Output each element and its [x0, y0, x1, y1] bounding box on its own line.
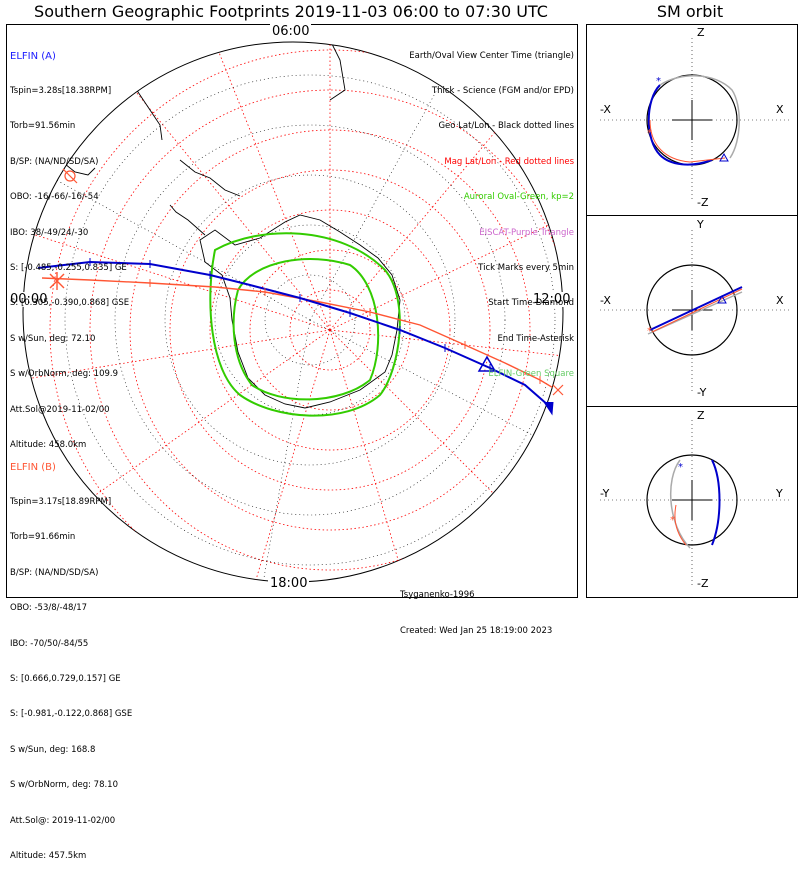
sm1-top-label: Z	[697, 26, 705, 39]
auroral-oval	[209, 232, 401, 417]
elfin-a-line: Torb=91.56min	[10, 121, 76, 132]
elfin-b-line: IBO: -70/50/-84/55	[10, 638, 89, 649]
sm2-bottom-label: -Y	[697, 386, 707, 399]
elfin-a-line: B/SP: (NA/ND/SD/SA)	[10, 156, 99, 167]
elfin-a-line: S: [-0.485,-0.255,0.835] GE	[10, 262, 127, 273]
legend-item: Mag Lat/Lon - Red dotted lines	[444, 156, 574, 167]
mag-latlon-grid	[23, 42, 563, 582]
elfin-a-line: S w/Sun, deg: 72.10	[10, 333, 96, 344]
view-center-triangle	[477, 355, 497, 372]
eiscat-marker	[62, 168, 78, 184]
elfin-a-line: Altitude: 458.0km	[10, 439, 87, 450]
elfin-a-end-arrow	[543, 401, 554, 416]
sm2-left-label: -X	[600, 294, 611, 307]
elfin-b-header: ELFIN (B)	[10, 461, 56, 473]
sm3-top-label: Z	[697, 409, 705, 422]
sm3-left-label: -Y	[600, 487, 610, 500]
elfin-a-line: OBO: -16/-66/-16/-54	[10, 192, 99, 203]
sm-orbit-plots: * * * * *	[600, 38, 790, 585]
sm1-right-label: X	[776, 103, 784, 116]
elfin-b-line: S w/OrbNorm, deg: 78.10	[10, 780, 119, 791]
legend-item: Earth/Oval View Center Time (triangle)	[409, 50, 574, 61]
elfin-a-track	[37, 260, 549, 406]
legend-item: Geo Lat/Lon - Black dotted lines	[438, 121, 574, 132]
elfin-b-line: B/SP: (NA/ND/SD/SA)	[10, 567, 99, 578]
sm-panel-frame	[586, 406, 798, 598]
sm-orbit-title: SM orbit	[656, 2, 724, 21]
clock-label-bottom: 18:00	[268, 576, 310, 591]
elfin-b-line: Altitude: 457.5km	[10, 850, 87, 861]
svg-text:*: *	[647, 326, 652, 337]
legend-item: Auroral Oval-Green, kp=2	[463, 192, 574, 203]
elfin-a-line: IBO: 38/-49/24/-30	[10, 227, 89, 238]
elfin-b-end-asterisk	[552, 384, 564, 396]
svg-text:*: *	[678, 462, 683, 473]
sm1-bottom-label: -Z	[697, 196, 709, 209]
legend-item: Thick - Science (FGM and/or EPD)	[431, 85, 574, 96]
svg-text:*: *	[656, 76, 661, 87]
model-credit: Tsyganenko-1996	[400, 590, 475, 600]
elfin-b-line: Tspin=3.17s[18.89RPM]	[10, 496, 112, 507]
elfin-a-line: Att.Sol@2019-11-02/00	[10, 404, 110, 415]
elfin-b-track	[41, 277, 561, 393]
sm3-bottom-label: -Z	[697, 577, 709, 590]
elfin-b-line: S w/Sun, deg: 168.8	[10, 744, 96, 755]
track-tick-marks-b	[149, 279, 541, 384]
footprint-map	[22, 41, 564, 583]
sm-panel-xz: * *	[600, 38, 790, 202]
legend-item: End Time-Asterisk	[497, 333, 574, 344]
clock-label-left: 00:00	[8, 292, 50, 307]
svg-text:*: *	[670, 515, 675, 526]
legend-item: EISCAT-Purple Triangle	[479, 227, 574, 238]
legend-item: Start Time-Diamond	[488, 298, 574, 309]
plot-title: Southern Geographic Footprints 2019-11-0…	[34, 2, 548, 21]
elfin-a-header: ELFIN (A)	[10, 50, 56, 62]
sm3-right-label: Y	[776, 487, 783, 500]
elfin-b-line: OBO: -53/8/-48/17	[10, 603, 88, 614]
legend-item: Tick Marks every 5min	[478, 262, 574, 273]
clock-label-top: 06:00	[270, 24, 312, 39]
elfin-b-start-asterisk	[49, 272, 65, 290]
elfin-a-line: S w/OrbNorm, deg: 109.9	[10, 369, 119, 380]
sm1-left-label: -X	[600, 103, 611, 116]
legend: Earth/Oval View Center Time (triangle) T…	[409, 27, 574, 393]
svg-text:*: *	[647, 128, 652, 139]
legend-item: ELFIN-Green Square	[488, 369, 574, 380]
elfin-a-line: Tspin=3.28s[18.38RPM]	[10, 85, 112, 96]
elfin-a-info: ELFIN (A) Tspin=3.28s[18.38RPM] Torb=91.…	[10, 27, 129, 463]
elfin-b-line: Torb=91.66min	[10, 532, 76, 543]
elfin-b-line: S: [-0.981,-0.122,0.868] GSE	[10, 709, 133, 720]
elfin-b-line: S: [0.666,0.729,0.157] GE	[10, 673, 121, 684]
clock-label-right: 12:00	[531, 292, 573, 307]
created-credit: Created: Wed Jan 25 18:19:00 2023	[400, 626, 553, 636]
sm2-right-label: X	[776, 294, 784, 307]
elfin-b-line: Att.Sol@: 2019-11-02/00	[10, 815, 116, 826]
elfin-a-line: S: [0.305,-0.390,0.868] GSE	[10, 298, 130, 309]
sm-panel-xy: *	[600, 230, 790, 392]
sm-panel-yz: * *	[600, 420, 790, 585]
sm2-top-label: Y	[697, 218, 704, 231]
